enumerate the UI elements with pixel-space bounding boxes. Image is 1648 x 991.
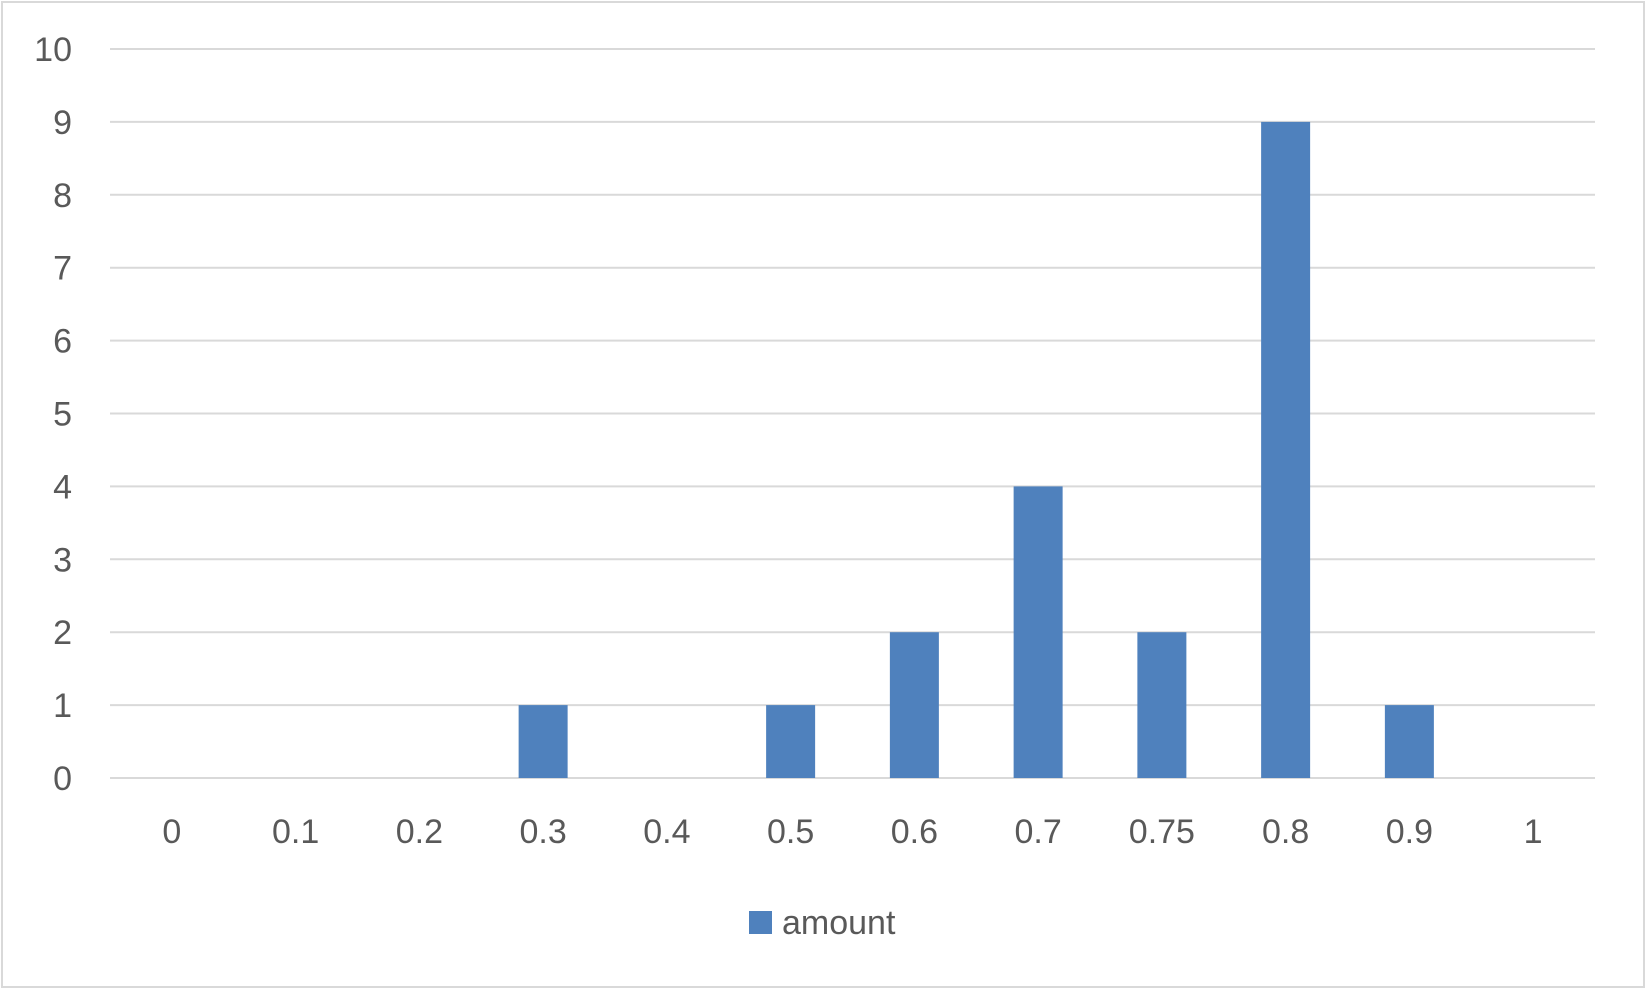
x-tick-label: 0.9 xyxy=(1386,813,1433,851)
y-tick-label: 6 xyxy=(53,323,72,361)
x-tick-label: 0.6 xyxy=(891,813,938,851)
x-tick-label: 0.5 xyxy=(767,813,814,851)
y-tick-label: 2 xyxy=(53,614,72,652)
bar-0.9 xyxy=(1384,705,1434,778)
y-tick-label: 5 xyxy=(53,396,72,434)
x-tick-label: 0.1 xyxy=(272,813,319,851)
bar-0.75 xyxy=(1137,632,1187,778)
legend: amount xyxy=(749,904,896,942)
bar-0.6 xyxy=(889,632,939,778)
legend-label-amount: amount xyxy=(782,904,896,942)
gridlines xyxy=(110,48,1595,779)
y-tick-label: 10 xyxy=(34,31,72,69)
bar-0.8 xyxy=(1261,121,1311,778)
bar-0.3 xyxy=(518,705,568,778)
x-tick-label: 0.75 xyxy=(1129,813,1195,851)
y-tick-label: 1 xyxy=(53,687,72,725)
x-tick-label: 1 xyxy=(1524,813,1543,851)
y-tick-label: 8 xyxy=(53,177,72,215)
y-tick-label: 7 xyxy=(53,250,72,288)
bar-0.5 xyxy=(766,705,816,778)
x-tick-label: 0 xyxy=(162,813,181,851)
x-tick-label: 0.3 xyxy=(519,813,566,851)
y-tick-label: 3 xyxy=(53,541,72,579)
x-tick-label: 0.8 xyxy=(1262,813,1309,851)
y-tick-label: 9 xyxy=(53,104,72,142)
y-tick-label: 4 xyxy=(53,468,72,506)
bars xyxy=(518,121,1434,778)
x-axis-ticks: 0 0.1 0.2 0.3 0.4 0.5 0.6 0.7 0.75 0.8 0.9 1 xyxy=(162,813,1542,851)
x-tick-label: 0.2 xyxy=(396,813,443,851)
bar-0.7 xyxy=(1013,486,1063,778)
x-tick-label: 0.7 xyxy=(1014,813,1061,851)
y-tick-label: 0 xyxy=(53,760,72,798)
x-tick-label: 0.4 xyxy=(643,813,690,851)
y-axis-ticks: 0 1 2 3 4 5 6 7 8 9 10 xyxy=(34,31,72,798)
legend-swatch-amount xyxy=(749,911,772,934)
